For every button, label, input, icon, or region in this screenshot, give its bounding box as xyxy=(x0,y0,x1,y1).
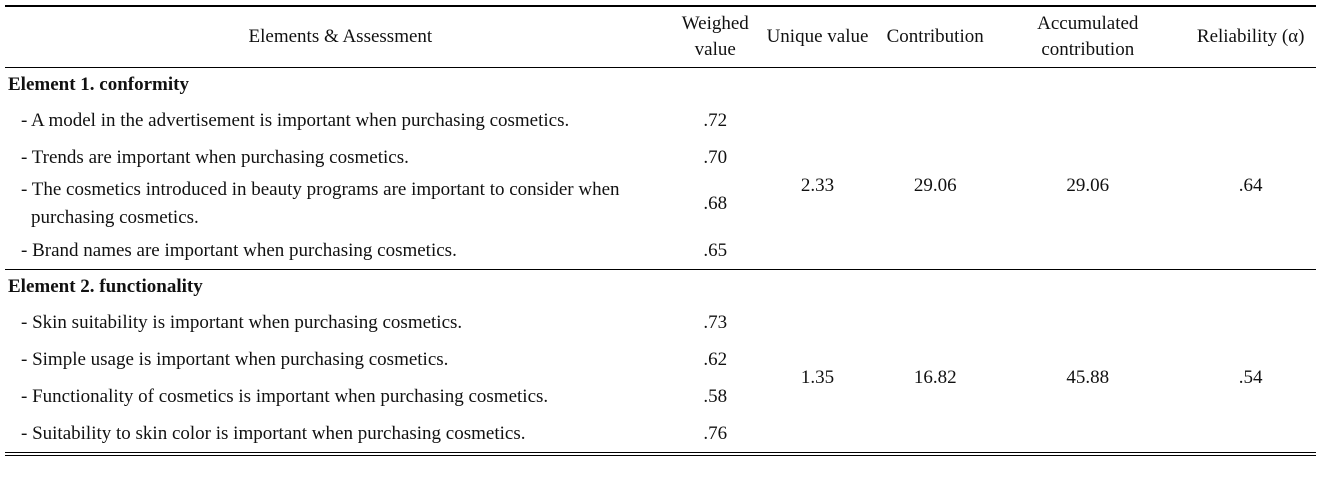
weighed-value: .76 xyxy=(703,422,728,444)
weighed-value: .70 xyxy=(703,146,728,168)
group-title-row: Element 2. functionality xyxy=(5,269,1316,304)
item-row: - Skin suitability is important when pur… xyxy=(5,304,1316,389)
unique-value: 2.33 xyxy=(800,174,835,196)
factor-table: Elements & Assessment Weighed value Unique… xyxy=(5,5,1316,456)
accumulated-value: 45.88 xyxy=(1066,367,1110,388)
item-text: - The cosmetics introduced in beauty pro… xyxy=(21,179,620,228)
group-title-row: Element 1. conformity xyxy=(5,68,1316,103)
weighed-value: .65 xyxy=(703,239,728,261)
item-row: - Suitability to skin color is important… xyxy=(5,415,1316,454)
item-row: - A model in the advertisement is import… xyxy=(5,102,1316,196)
header-row: Elements & Assessment Weighed value Unique… xyxy=(5,6,1316,68)
item-text: - Functionality of cosmetics is importan… xyxy=(21,385,549,407)
column-header: Unique value xyxy=(754,6,881,68)
reliability-value: .54 xyxy=(1238,367,1263,388)
column-header: Elements & Assessment xyxy=(5,6,676,68)
column-header: Accumulated contribution xyxy=(990,6,1186,68)
column-header: Contribution xyxy=(880,6,991,68)
contribution-value: 29.06 xyxy=(913,174,957,196)
item-row: - The cosmetics introduced in beauty pro… xyxy=(5,176,1316,232)
weighed-value: .73 xyxy=(703,311,728,333)
weighed-value: .58 xyxy=(703,385,728,407)
item-text: - A model in the advertisement is import… xyxy=(21,109,570,131)
reliability-value: .64 xyxy=(1238,174,1263,196)
table-body: Element 1. conformity - A model in the ad… xyxy=(5,68,1316,455)
item-text: - Skin suitability is important when pur… xyxy=(21,311,463,333)
contribution-value: 16.82 xyxy=(913,367,957,388)
group-title: Element 1. conformity xyxy=(8,74,189,95)
accumulated-value: 29.06 xyxy=(1066,174,1110,196)
column-header: Reliability (α) xyxy=(1185,6,1316,68)
item-row: - Trends are important when purchasing c… xyxy=(5,139,1316,176)
column-header: Weighed value xyxy=(675,6,755,68)
unique-value: 1.35 xyxy=(800,367,835,388)
item-text: - Brand names are important when purchas… xyxy=(21,239,457,261)
item-text: - Trends are important when purchasing c… xyxy=(21,146,409,168)
item-row: - Simple usage is important when purchas… xyxy=(5,341,1316,378)
weighed-value: .72 xyxy=(703,109,728,131)
weighed-value: .62 xyxy=(703,348,728,370)
item-text: - Simple usage is important when purchas… xyxy=(21,348,449,370)
group-title: Element 2. functionality xyxy=(5,269,1316,304)
item-text: - Suitability to skin color is important… xyxy=(21,422,526,444)
weighed-value: .68 xyxy=(703,193,728,214)
item-row: - Brand names are important when purchas… xyxy=(5,232,1316,270)
item-row: - Functionality of cosmetics is importan… xyxy=(5,378,1316,415)
